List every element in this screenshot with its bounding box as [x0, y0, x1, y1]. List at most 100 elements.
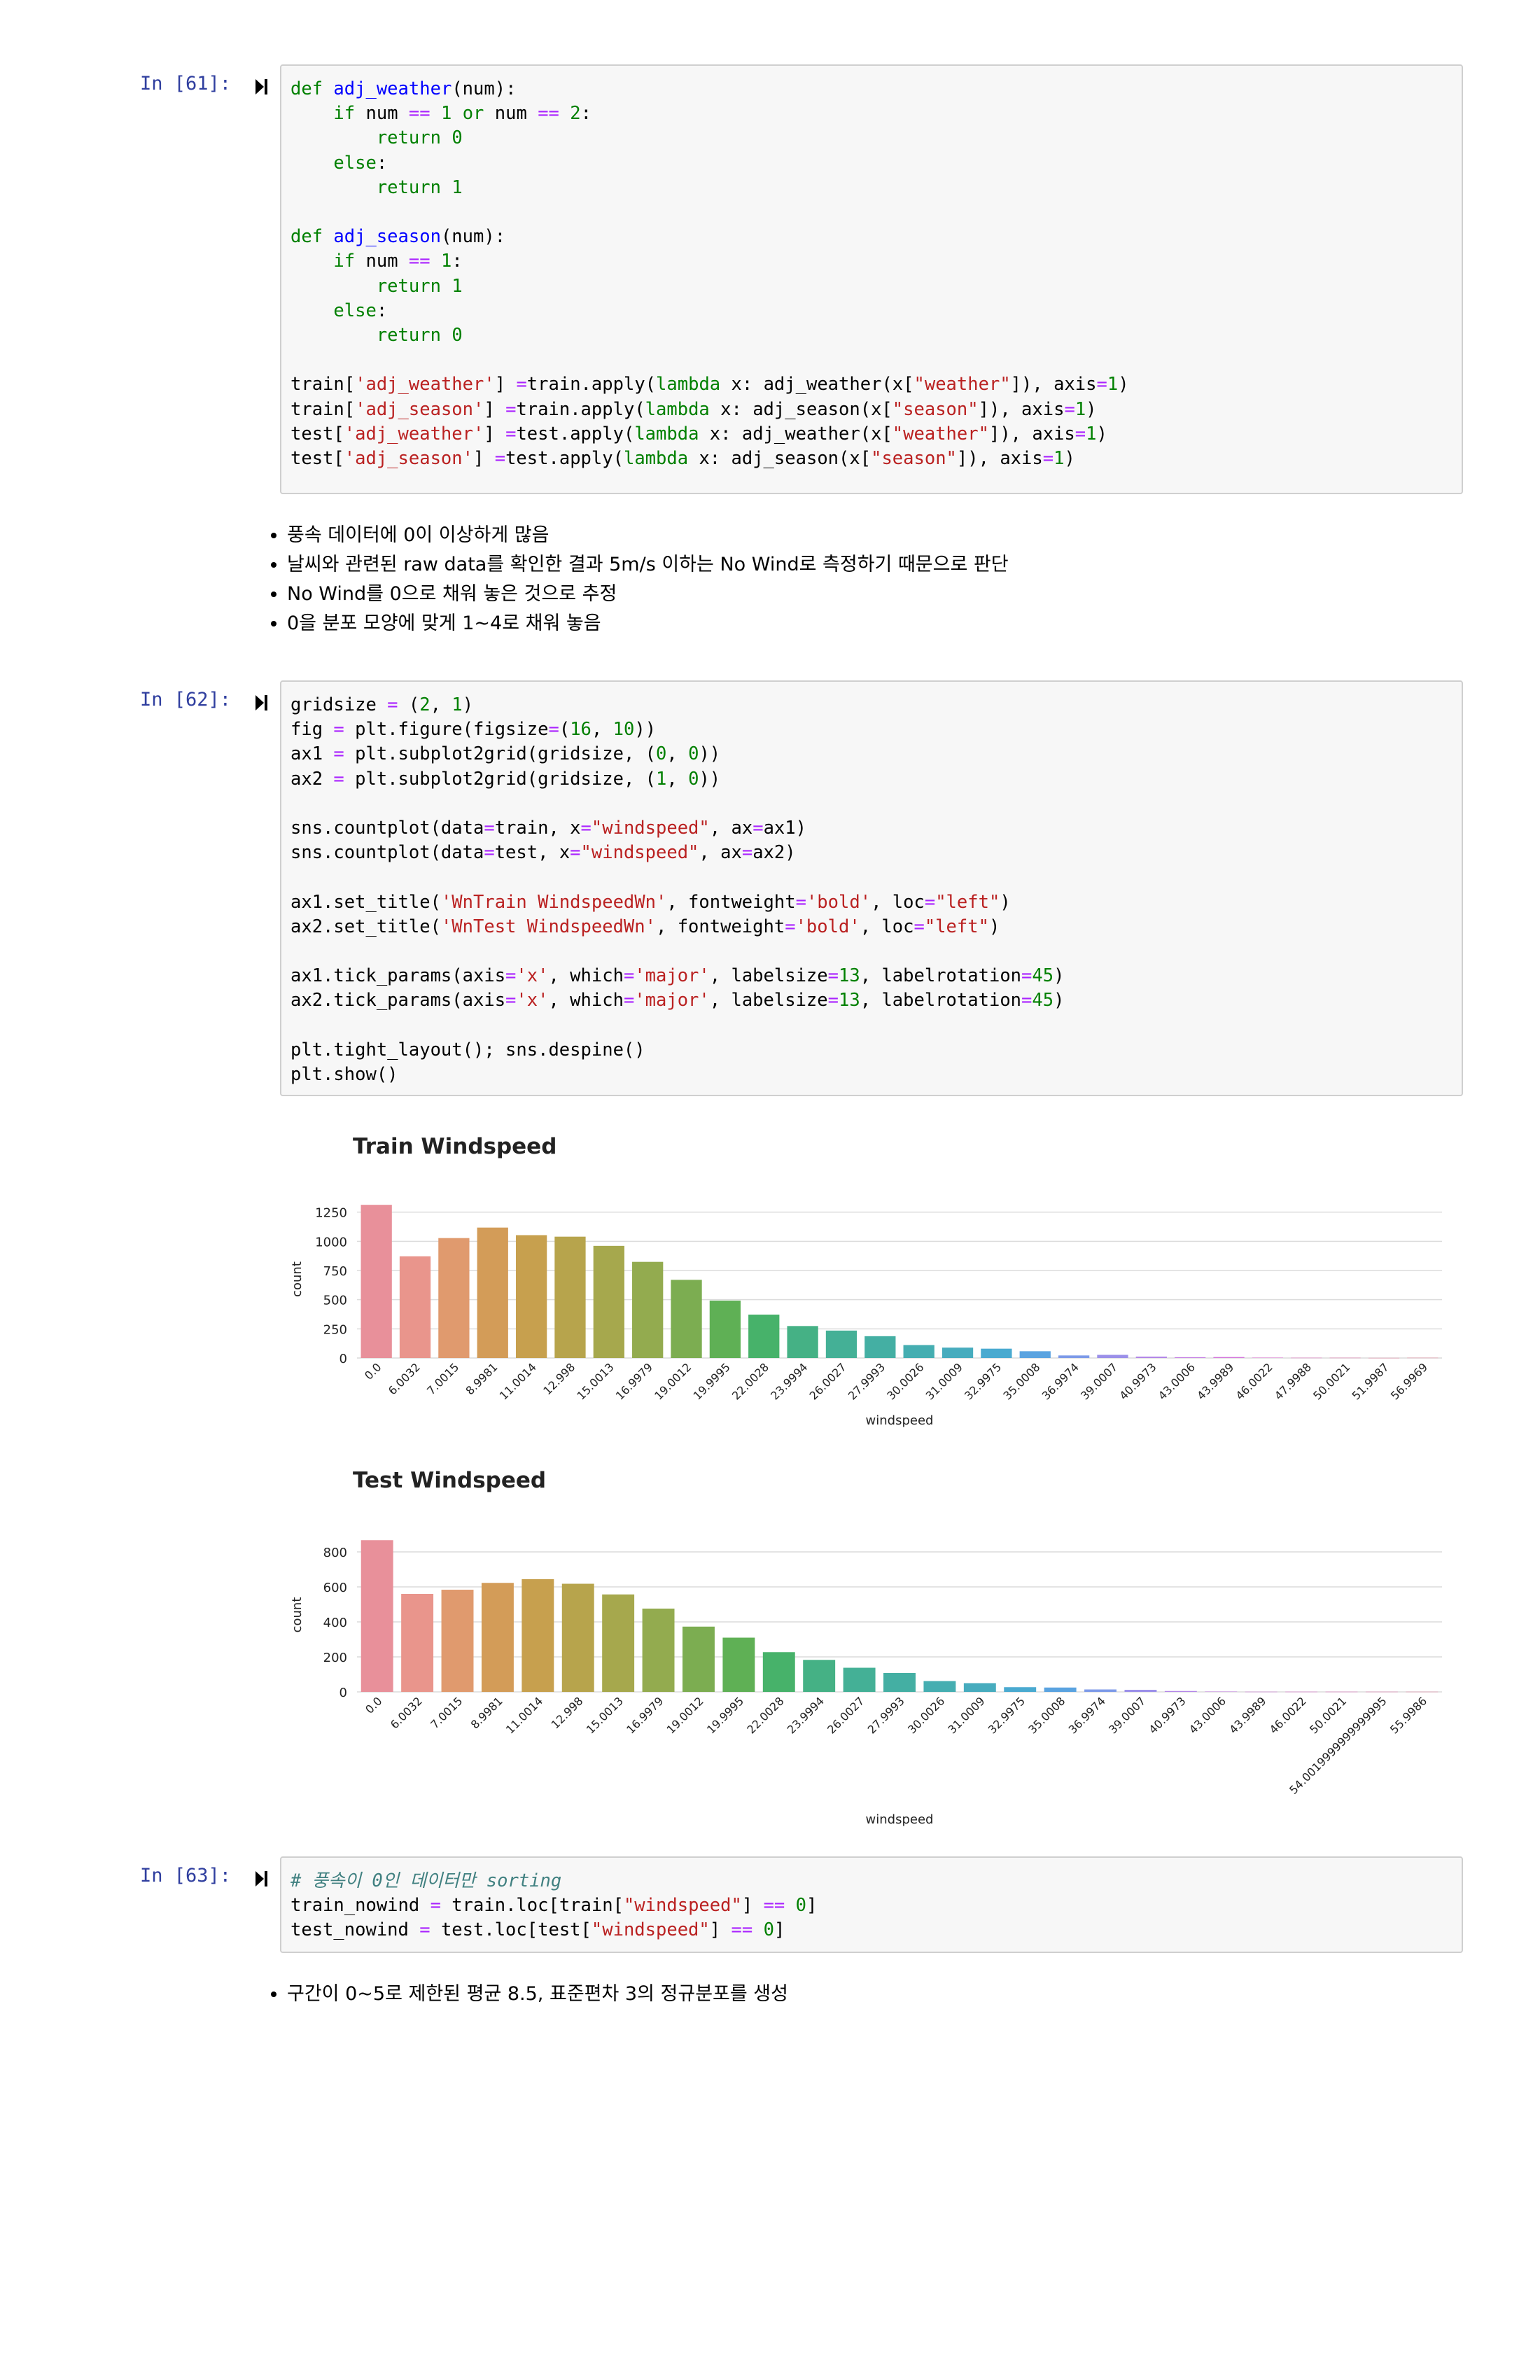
- x-tick-label: 30.0026: [905, 1694, 947, 1736]
- code-token: x: adj_weather(x[: [720, 374, 914, 396]
- bar: [941, 1348, 974, 1358]
- bar: [632, 1261, 664, 1358]
- bar: [481, 1583, 514, 1692]
- code-token: "windspeed": [591, 818, 710, 839]
- code-token: lambda: [645, 398, 710, 420]
- code-token: , fontweight: [655, 916, 785, 937]
- code-token: ]: [494, 374, 517, 396]
- code-token: =: [785, 916, 796, 937]
- run-cell-icon[interactable]: [253, 693, 270, 713]
- bar: [522, 1579, 554, 1692]
- code-cell-62[interactable]: gridsize = (2, 1) fig = plt.figure(figsi…: [280, 680, 1463, 1096]
- x-tick-label: 23.9994: [768, 1360, 810, 1402]
- y-tick-label: 200: [323, 1651, 347, 1665]
- code-token: plt.subplot2grid(gridsize, (: [344, 743, 656, 765]
- code-token: ]), axis: [1010, 374, 1097, 396]
- bar: [642, 1609, 675, 1692]
- code-token: =: [419, 1919, 430, 1941]
- code-token: "windspeed": [580, 842, 699, 864]
- note-item: 0을 분포 모양에 맞게 1~4로 채워 놓음: [287, 609, 1009, 638]
- bar: [441, 1590, 474, 1692]
- bar: [477, 1227, 508, 1358]
- code-token: lambda: [623, 448, 689, 470]
- bar: [360, 1540, 393, 1692]
- code-token: =: [1021, 990, 1032, 1011]
- bar: [1213, 1357, 1245, 1358]
- code-token: x: adj_season(x[: [688, 448, 872, 470]
- x-tick-label: 46.0022: [1233, 1360, 1275, 1402]
- code-token: =: [505, 965, 517, 987]
- code-token: [559, 103, 570, 124]
- code-token: =: [827, 965, 839, 987]
- bar: [561, 1583, 594, 1692]
- code-block: gridsize = (2, 1) fig = plt.figure(figsi…: [281, 682, 1462, 1098]
- code-token: 1: [1054, 448, 1065, 470]
- code-token: [290, 276, 377, 297]
- code-cell-61[interactable]: def adj_weather(num): if num == 1 or num…: [280, 64, 1463, 494]
- code-token: 2: [570, 103, 581, 125]
- code-token: else: [333, 152, 377, 174]
- code-token: 1: [1086, 423, 1097, 444]
- code-token: =: [333, 719, 344, 741]
- x-tick-label: 7.0015: [424, 1360, 461, 1397]
- code-token: 10: [612, 719, 635, 741]
- code-token: ]: [806, 1895, 818, 1917]
- code-token: =: [1042, 448, 1054, 470]
- code-token: =: [484, 842, 495, 864]
- code-cell-63[interactable]: # 풍속이 0인 데이터만 sorting train_nowind = tra…: [280, 1856, 1463, 1953]
- code-token: ): [988, 916, 1000, 937]
- bar: [1205, 1691, 1238, 1692]
- x-tick-label: 31.0009: [945, 1694, 987, 1736]
- code-token: 13: [839, 965, 860, 987]
- code-token: =: [1096, 374, 1107, 396]
- markdown-notes-2: 구간이 0~5로 제한된 평균 8.5, 표준편차 3의 정규분포를 생성: [259, 1980, 788, 2009]
- code-token: 1: [1074, 398, 1086, 420]
- bar: [554, 1236, 586, 1358]
- y-axis-label: count: [290, 1597, 304, 1633]
- bar: [825, 1330, 858, 1358]
- bar: [682, 1626, 715, 1692]
- x-tick-label: 19.9995: [690, 1360, 732, 1402]
- x-tick-label: 7.0015: [428, 1694, 465, 1731]
- code-token: =: [623, 965, 635, 987]
- code-token: =: [827, 990, 839, 1011]
- code-token: test[: [290, 448, 344, 470]
- code-token: [451, 103, 462, 124]
- bar: [883, 1673, 916, 1692]
- bar: [1004, 1687, 1037, 1692]
- code-token: return: [376, 127, 441, 149]
- code-token: , labelsize: [709, 990, 828, 1011]
- x-tick-label: 43.9989: [1194, 1360, 1236, 1402]
- x-tick-label: 11.0014: [497, 1360, 539, 1402]
- code-token: ax1: [290, 743, 334, 765]
- code-token: 1: [451, 275, 463, 297]
- code-token: ): [1118, 374, 1129, 396]
- code-token: ==: [408, 103, 430, 125]
- run-cell-icon[interactable]: [253, 77, 270, 97]
- code-token: , which: [548, 965, 624, 987]
- code-token: "windspeed": [591, 1919, 710, 1941]
- code-token: plt.subplot2grid(gridsize, (: [344, 768, 656, 790]
- bar: [963, 1683, 996, 1692]
- code-token: ]: [774, 1919, 785, 1941]
- run-cell-icon[interactable]: [253, 1869, 270, 1889]
- code-token: 'bold': [795, 916, 860, 937]
- x-axis-label: windspeed: [866, 1812, 934, 1827]
- x-tick-label: 43.9989: [1226, 1694, 1268, 1736]
- x-tick-label: 8.9981: [463, 1360, 500, 1397]
- code-token: if: [333, 103, 356, 125]
- code-token: 1: [440, 251, 452, 272]
- code-token: (num):: [451, 78, 517, 99]
- bar: [762, 1652, 795, 1692]
- code-token: ): [1096, 423, 1107, 444]
- x-tick-label: 0.0: [363, 1694, 384, 1716]
- code-token: =: [924, 891, 936, 913]
- code-token: ): [1064, 448, 1075, 470]
- code-token: "season": [892, 398, 979, 420]
- y-tick-label: 250: [323, 1322, 347, 1337]
- code-token: def: [290, 78, 334, 99]
- code-token: [290, 251, 333, 272]
- code-token: num: [355, 251, 409, 272]
- bar: [1044, 1687, 1077, 1692]
- bar: [1175, 1357, 1206, 1358]
